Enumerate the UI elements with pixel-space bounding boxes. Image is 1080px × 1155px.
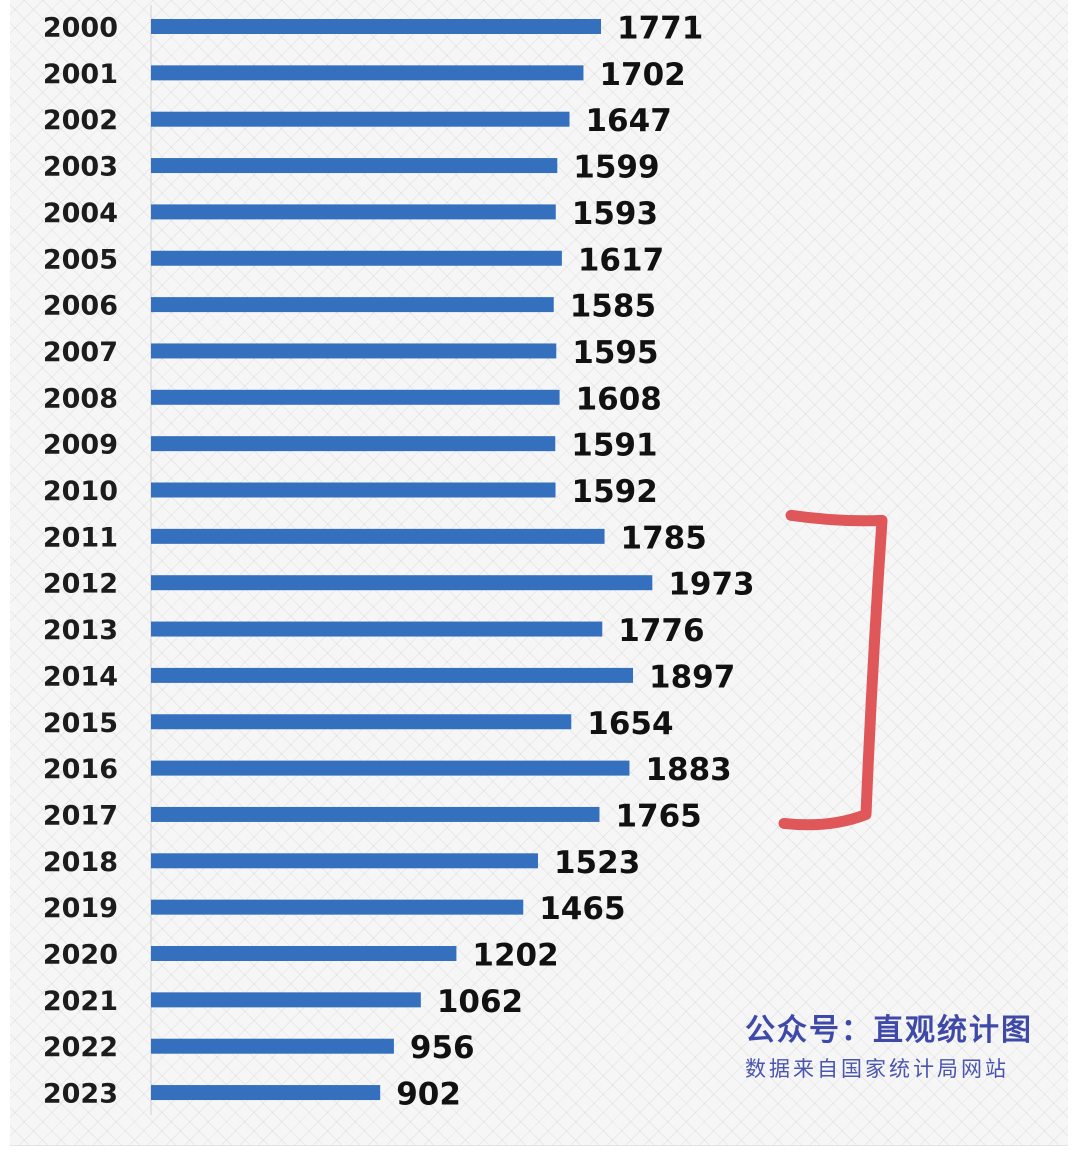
watermark-source: 数据来自国家统计局网站 xyxy=(745,1057,1009,1081)
bar-2012 xyxy=(151,575,653,591)
value-label-2000: 1771 xyxy=(617,11,703,47)
value-label-2017: 1765 xyxy=(615,798,701,834)
bar-2019 xyxy=(151,899,524,915)
bar-2022 xyxy=(151,1038,394,1054)
bar-2001 xyxy=(151,65,584,81)
bar-2004 xyxy=(151,204,556,220)
category-label-2003: 2003 xyxy=(43,152,118,183)
category-label-2004: 2004 xyxy=(43,198,118,229)
value-label-2020: 1202 xyxy=(472,938,558,974)
bar-2015 xyxy=(151,714,572,730)
category-label-2010: 2010 xyxy=(43,476,118,507)
watermark-title: 公众号：直观统计图 xyxy=(745,1013,1033,1048)
bar-2023 xyxy=(151,1085,381,1101)
value-label-2006: 1585 xyxy=(570,289,656,325)
category-label-2012: 2012 xyxy=(43,569,118,600)
bar-2009 xyxy=(151,436,556,452)
category-label-2016: 2016 xyxy=(43,754,118,785)
bar-2007 xyxy=(151,343,557,359)
category-label-2008: 2008 xyxy=(43,383,118,414)
value-label-2018: 1523 xyxy=(554,845,640,881)
bar-2021 xyxy=(151,992,421,1008)
category-label-2013: 2013 xyxy=(43,615,118,646)
category-label-2019: 2019 xyxy=(43,893,118,924)
category-label-2021: 2021 xyxy=(43,986,118,1017)
category-label-2014: 2014 xyxy=(43,661,118,692)
value-label-2002: 1647 xyxy=(585,103,671,139)
category-label-2017: 2017 xyxy=(43,800,118,831)
value-label-2005: 1617 xyxy=(578,242,664,278)
value-label-2004: 1593 xyxy=(572,196,658,232)
value-label-2003: 1599 xyxy=(573,150,659,186)
bar-2016 xyxy=(151,760,630,776)
bar-2000 xyxy=(151,19,601,34)
category-label-2007: 2007 xyxy=(43,337,118,368)
category-label-2006: 2006 xyxy=(43,291,118,322)
bar-2010 xyxy=(151,482,556,498)
bar-2005 xyxy=(151,250,562,266)
value-label-2007: 1595 xyxy=(572,335,658,371)
bar-2014 xyxy=(151,667,634,683)
category-label-2002: 2002 xyxy=(43,105,118,136)
value-label-2019: 1465 xyxy=(539,891,625,927)
value-label-2014: 1897 xyxy=(649,659,735,695)
value-label-2001: 1702 xyxy=(599,57,685,93)
category-label-2018: 2018 xyxy=(43,847,118,878)
bar-2017 xyxy=(151,806,600,822)
bar-2013 xyxy=(151,621,603,637)
category-label-2015: 2015 xyxy=(43,708,118,739)
value-label-2011: 1785 xyxy=(621,520,707,556)
value-label-2016: 1883 xyxy=(645,752,731,788)
bar-2006 xyxy=(151,297,554,313)
highlight-bracket xyxy=(778,509,888,831)
value-label-2008: 1608 xyxy=(576,381,662,417)
category-label-2023: 2023 xyxy=(43,1079,118,1110)
value-label-2010: 1592 xyxy=(572,474,658,510)
bar-2011 xyxy=(151,528,605,544)
category-label-2011: 2011 xyxy=(43,522,118,553)
value-label-2012: 1973 xyxy=(668,567,754,603)
bar-2002 xyxy=(151,111,570,127)
category-label-2005: 2005 xyxy=(43,244,118,275)
bar-2020 xyxy=(151,946,457,961)
bar-2008 xyxy=(151,389,560,405)
value-label-2022: 956 xyxy=(410,1030,475,1066)
category-label-2000: 2000 xyxy=(43,13,118,44)
category-label-2009: 2009 xyxy=(43,430,118,461)
value-label-2021: 1062 xyxy=(437,984,523,1020)
value-label-2009: 1591 xyxy=(571,428,657,464)
value-label-2015: 1654 xyxy=(587,706,673,742)
value-label-2023: 902 xyxy=(396,1077,461,1113)
category-label-2001: 2001 xyxy=(43,59,118,90)
category-label-2022: 2022 xyxy=(43,1032,118,1063)
value-label-2013: 1776 xyxy=(618,613,704,649)
category-label-2020: 2020 xyxy=(43,940,118,971)
bar-2018 xyxy=(151,853,538,869)
bar-2003 xyxy=(151,158,558,174)
